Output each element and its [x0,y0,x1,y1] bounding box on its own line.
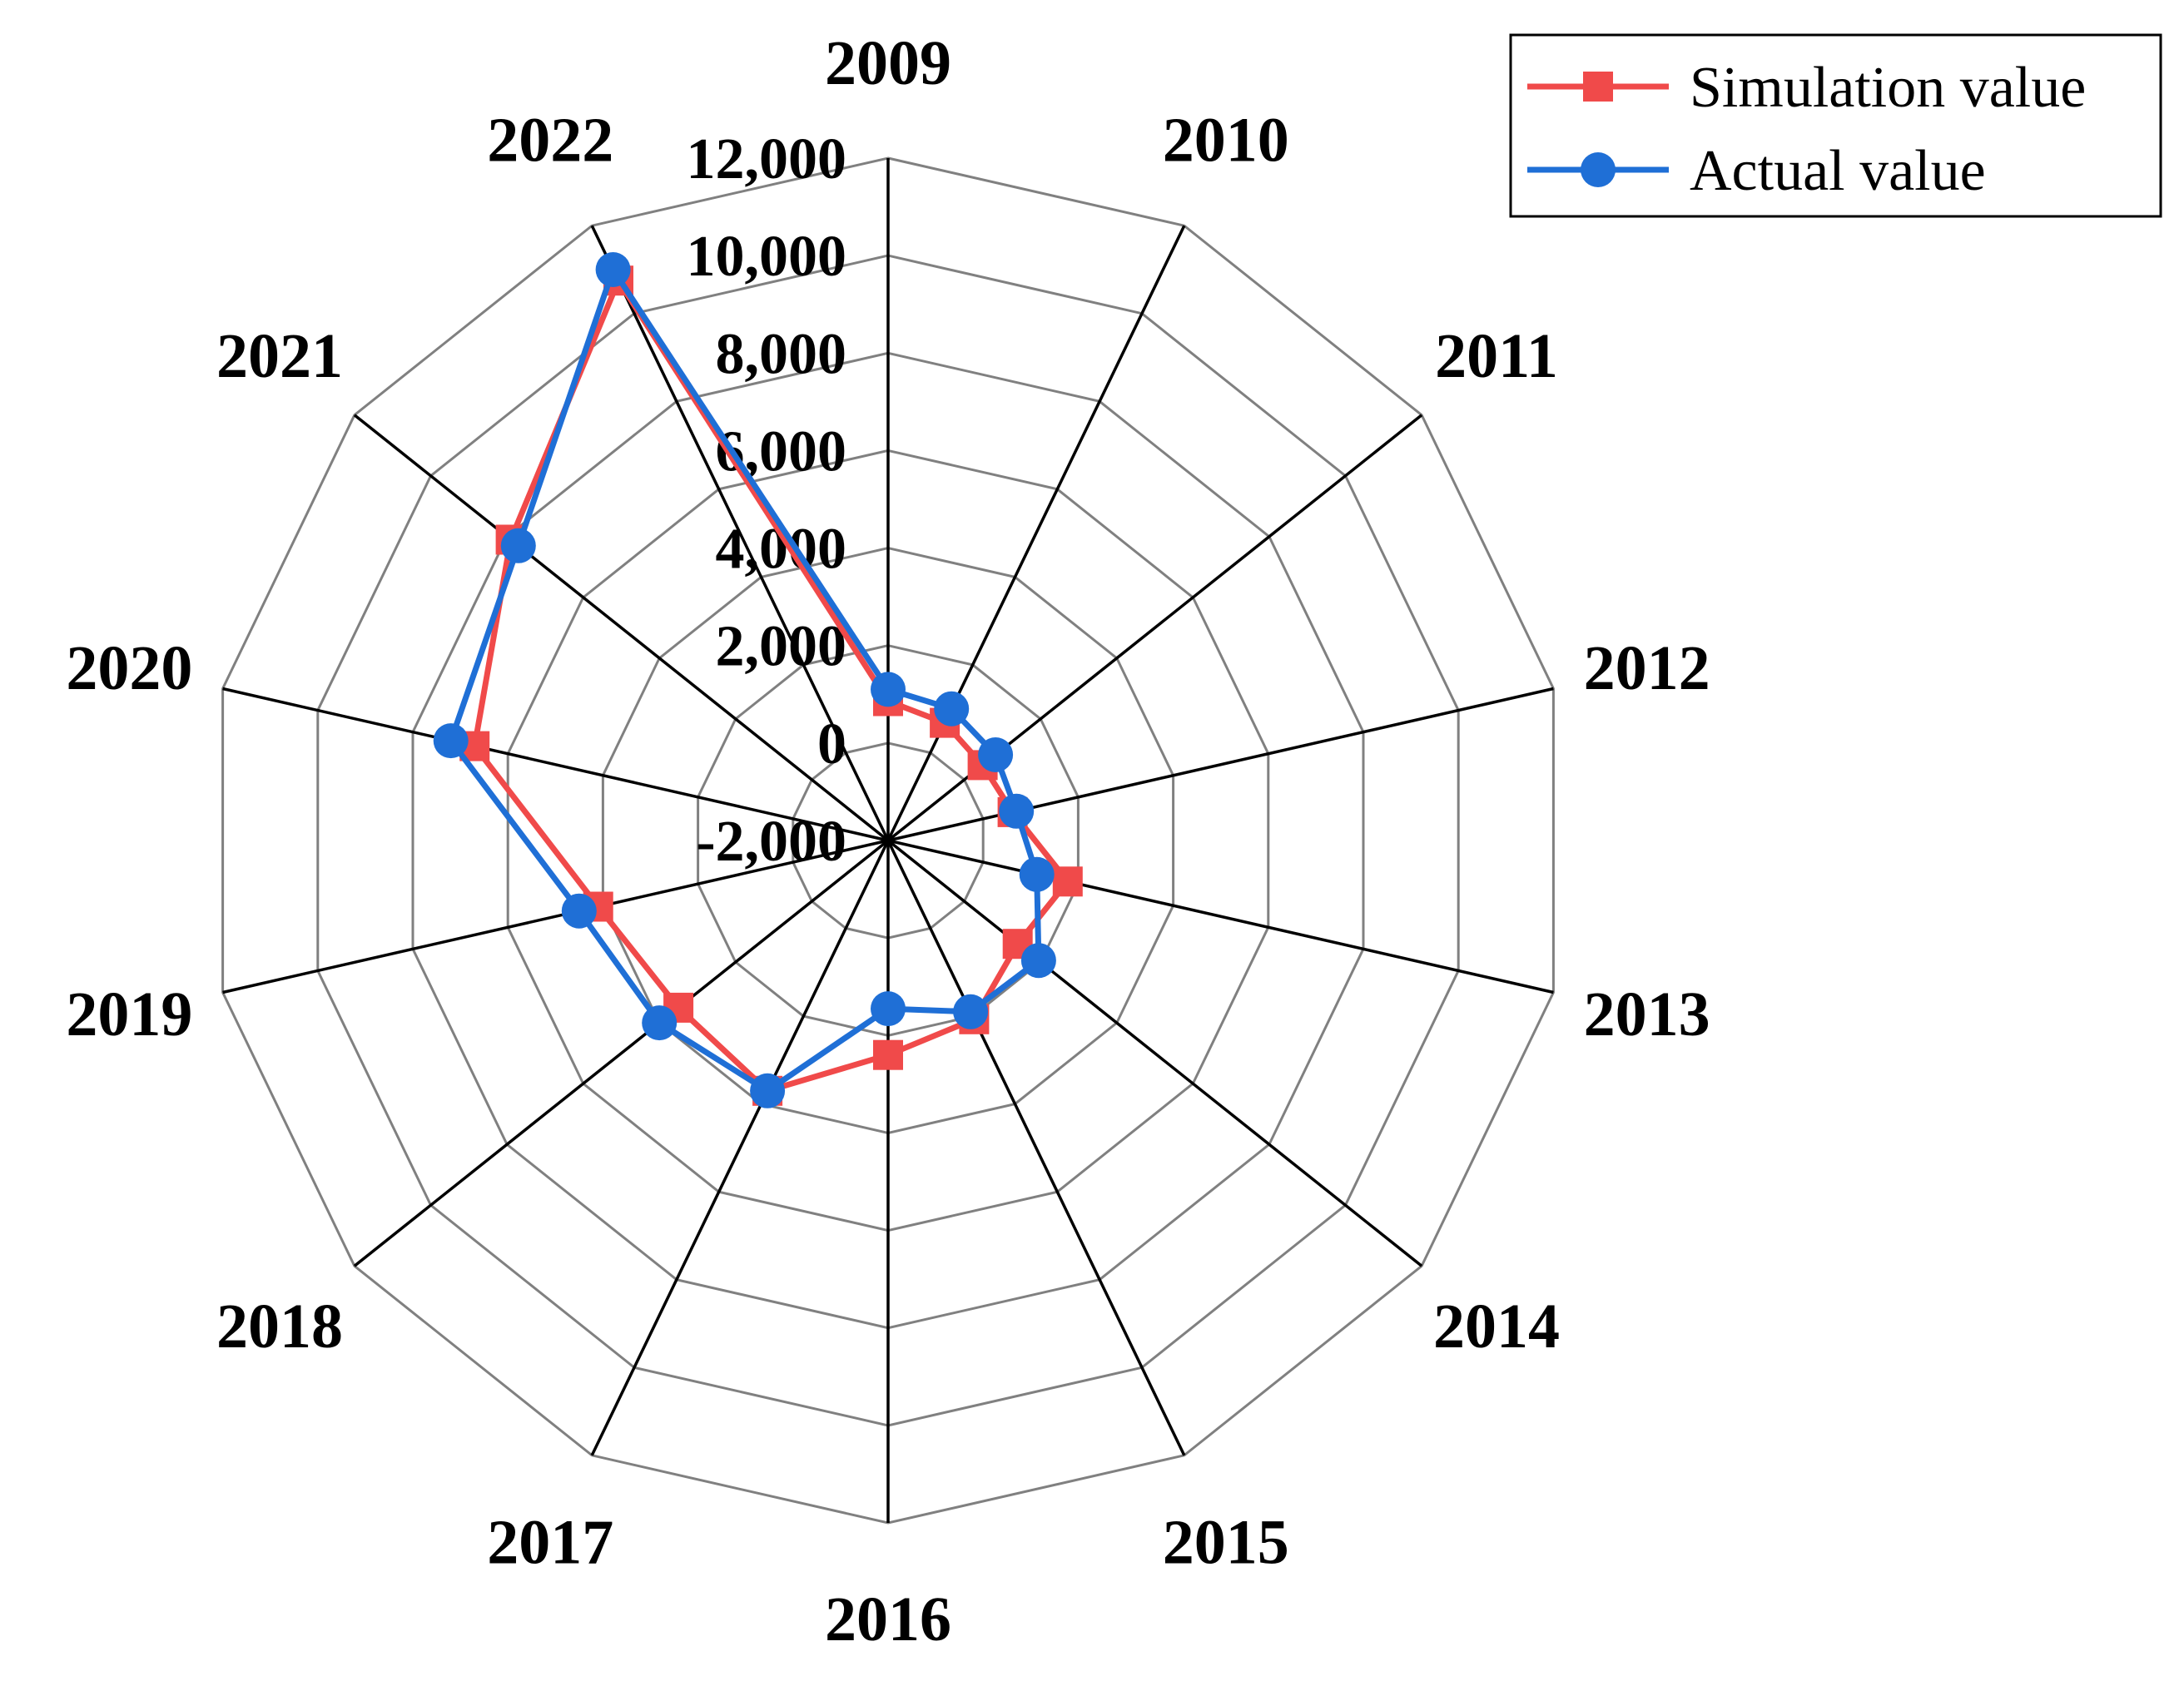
legend-label-simulation: Simulation value [1690,56,2086,120]
legend-marker-actual [1581,152,1616,187]
data-point-2014 [1020,943,1056,979]
category-label-2021: 2021 [216,321,343,391]
category-label-2017: 2017 [487,1507,613,1577]
data-point-2022 [595,252,631,287]
data-point-2016 [871,991,906,1027]
category-label-2012: 2012 [1584,633,1710,703]
tick-label: 6,000 [716,419,847,483]
category-label-2018: 2018 [216,1292,343,1361]
data-point-2015 [953,994,989,1029]
category-label-2016: 2016 [825,1584,951,1654]
spoke-2013 [887,839,1554,994]
tick-label: -2,000 [696,810,846,874]
tick-label: 10,000 [687,225,847,289]
data-point-2021 [500,528,536,563]
category-label-2010: 2010 [1163,106,1289,176]
legend-marker-simulation [1583,72,1613,102]
legend-label-actual: Actual value [1690,139,1986,203]
category-label-2013: 2013 [1584,979,1710,1049]
category-label-2022: 2022 [487,106,613,176]
tick-label: 8,000 [716,322,847,386]
data-point-2013 [1019,856,1055,892]
category-label-2019: 2019 [66,979,192,1049]
spoke-2021 [353,414,890,842]
legend: Simulation value Actual value [1509,33,2162,218]
data-point-2012 [999,793,1035,829]
tick-label: 2,000 [716,615,847,679]
data-point-2009 [871,672,906,707]
series-line [471,277,1071,1094]
spoke-2018 [353,839,890,1267]
data-point-2010 [934,691,970,726]
tick-label: 0 [817,712,846,776]
spoke-2010 [886,225,1186,841]
spoke-2017 [590,840,890,1456]
spoke-2020 [222,687,889,842]
category-label-2014: 2014 [1433,1292,1560,1361]
data-series [433,252,1083,1108]
radar-spokes [222,158,1554,1523]
spoke-2022 [590,225,890,841]
series-0 [459,265,1083,1106]
data-point-2013 [1052,866,1083,897]
series-1 [433,252,1056,1108]
data-point-2016 [873,1039,903,1070]
tick-label: 12,000 [687,127,847,191]
spoke-2019 [222,839,889,994]
spoke-2014 [886,839,1423,1267]
category-label-2009: 2009 [825,28,951,98]
legend-box [1509,33,2162,218]
data-point-2018 [642,1005,678,1041]
category-label-2020: 2020 [66,633,192,703]
category-label-2011: 2011 [1435,321,1558,391]
data-point-2011 [978,737,1014,772]
category-label-2015: 2015 [1163,1507,1289,1577]
category-labels: 2009 2010 2011 2012 2013 2014 2015 2016 2017 2018… [66,28,1710,1654]
data-point-2019 [561,893,597,929]
data-point-2017 [750,1073,786,1108]
data-point-2020 [433,723,469,759]
spoke-2015 [886,840,1186,1456]
